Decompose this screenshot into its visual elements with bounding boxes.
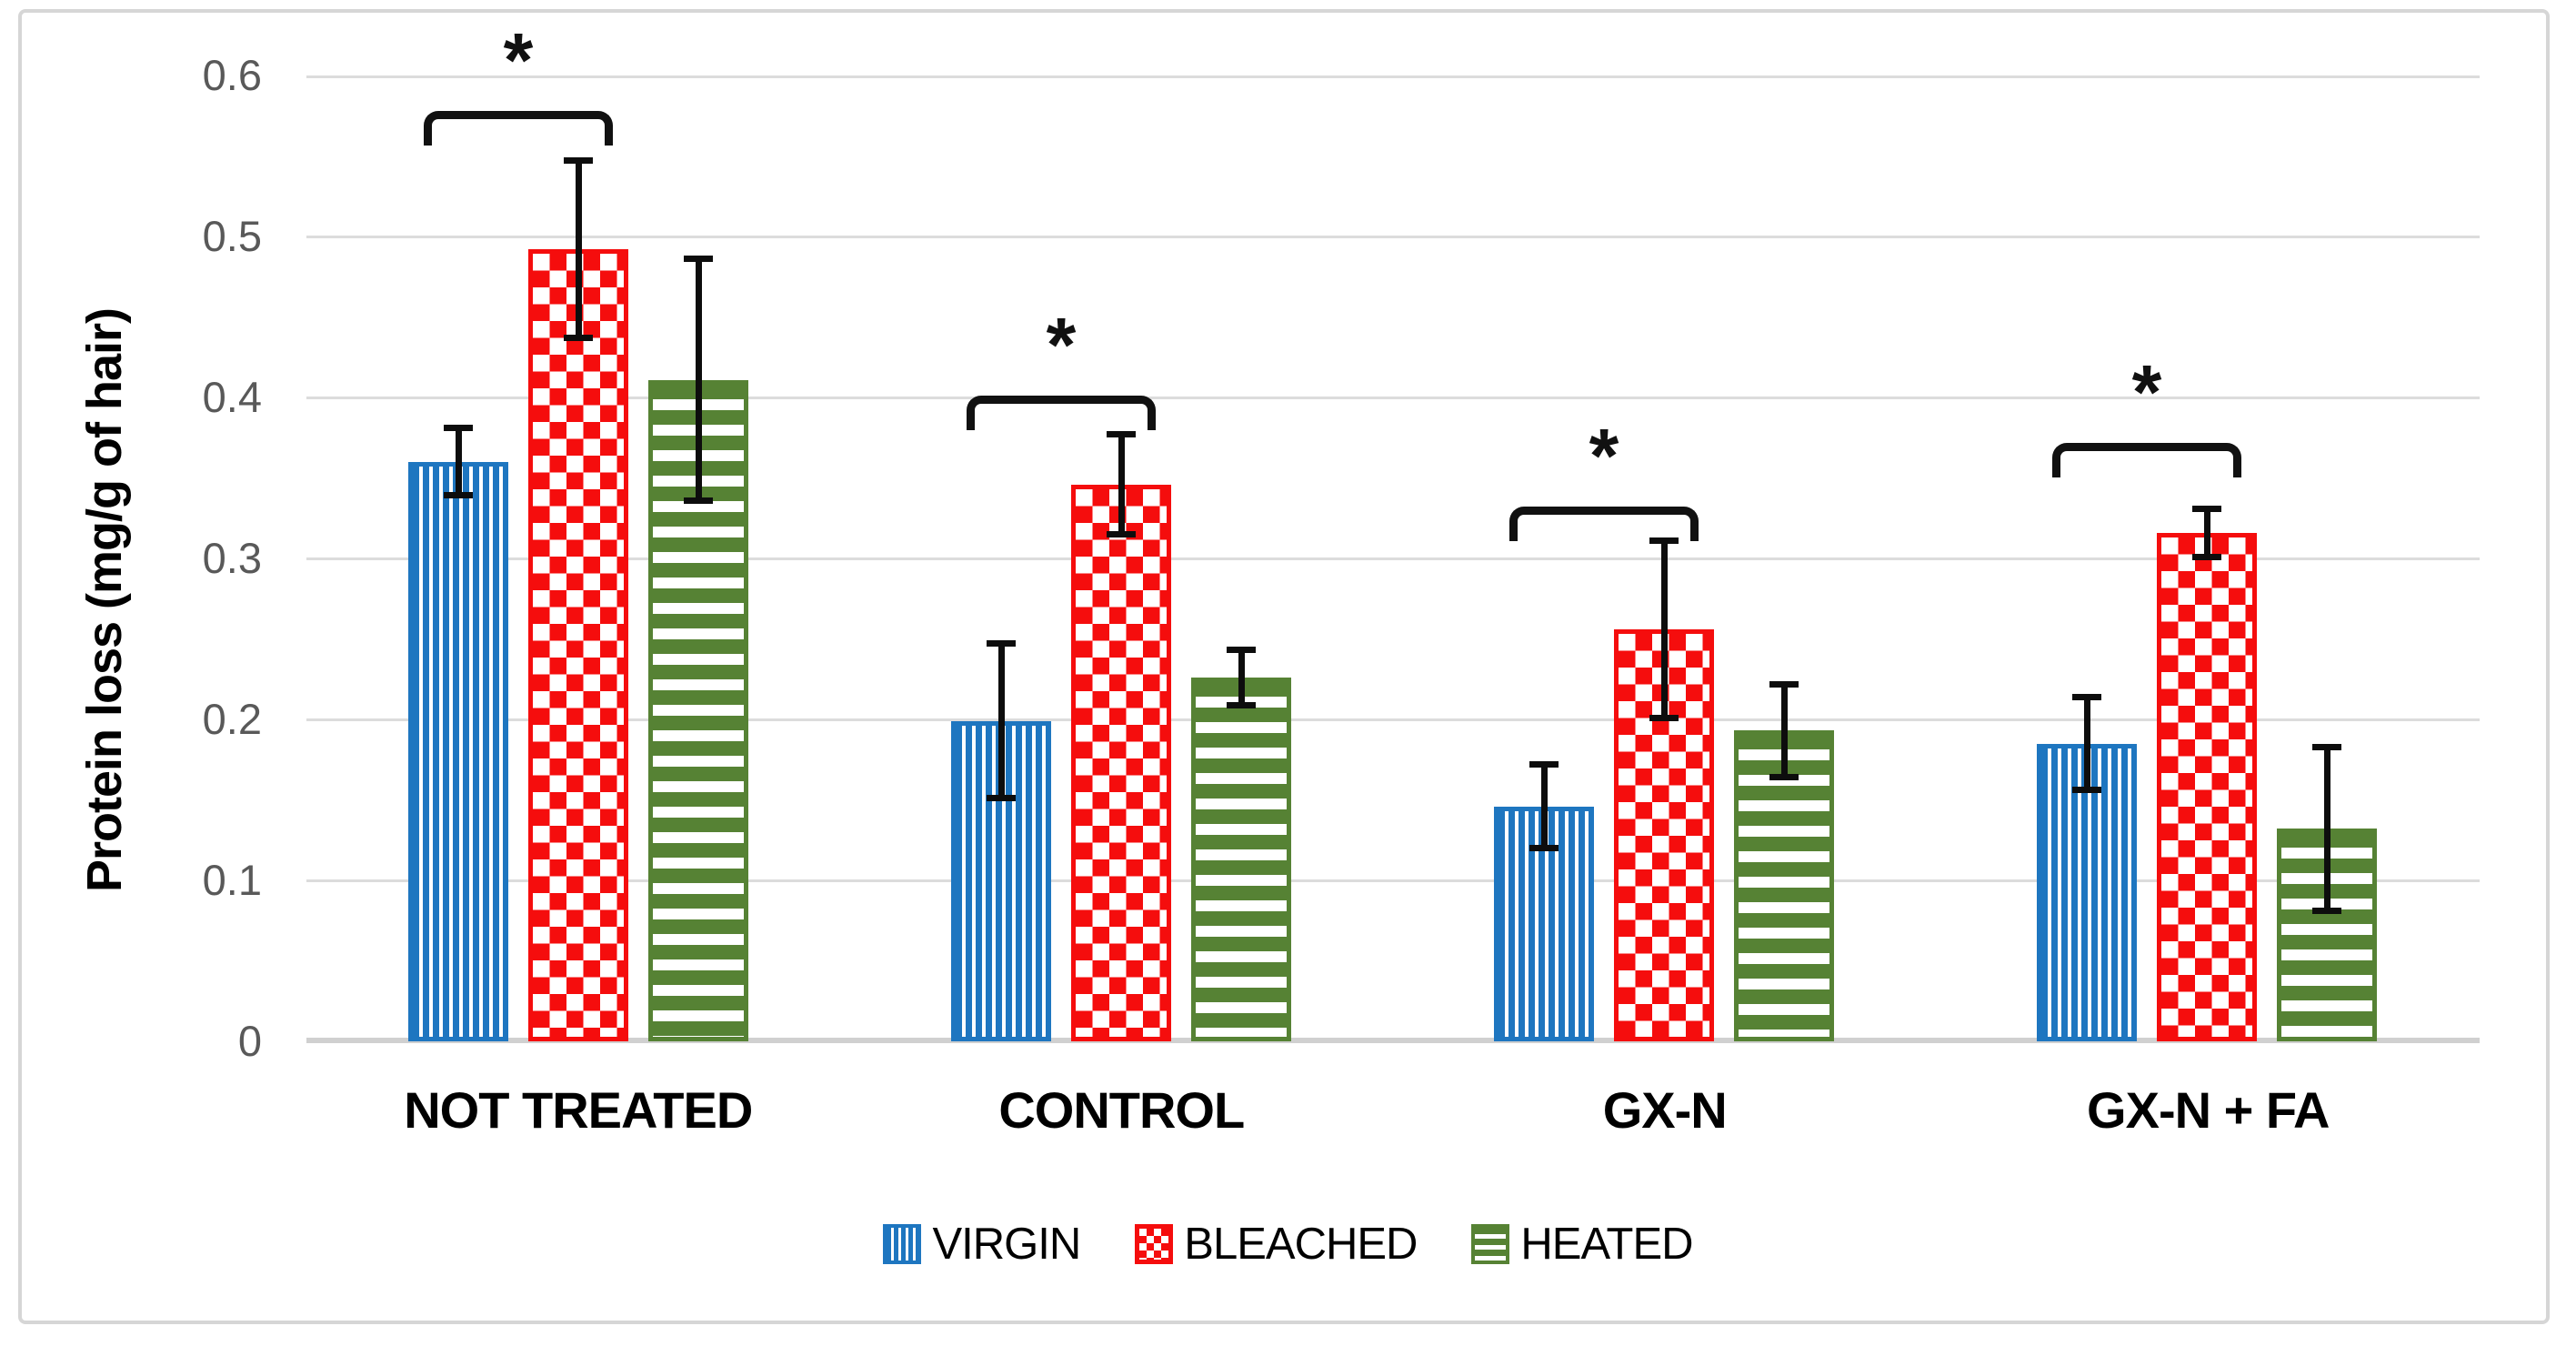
gridline <box>306 397 2480 399</box>
legend-item-heated: HEATED <box>1471 1219 1694 1270</box>
y-tick-label: 0.2 <box>202 695 262 743</box>
error-bar <box>1227 647 1256 708</box>
error-bar <box>1649 537 1679 721</box>
bar-slot <box>408 75 508 1041</box>
gridline <box>306 75 2480 78</box>
bar-group-control: * <box>849 75 1392 1041</box>
error-bar <box>564 157 593 342</box>
category-label-not-treated: NOT TREATED <box>404 1081 753 1139</box>
significance-bracket <box>2052 442 2241 477</box>
bar-bleached <box>2157 532 2257 1041</box>
bar-slot <box>951 75 1051 1041</box>
gridline <box>306 879 2480 882</box>
heated-swatch-icon <box>1471 1224 1510 1264</box>
category-label-gx-n: GX-N <box>1602 1081 1728 1139</box>
error-bar <box>684 256 713 504</box>
bar-bleached <box>1614 628 1714 1041</box>
error-bar <box>2072 693 2101 794</box>
bar-heated <box>1734 730 1834 1041</box>
significance-asterisk: * <box>2131 348 2162 435</box>
gridline <box>306 236 2480 238</box>
bar-heated <box>1191 678 1291 1041</box>
x-axis-baseline <box>306 1038 2480 1043</box>
legend-item-virgin: VIRGIN <box>883 1219 1081 1270</box>
y-tick-label: 0 <box>237 1017 262 1065</box>
error-bar <box>2312 743 2341 915</box>
bar-slot <box>1734 75 1834 1041</box>
error-bar <box>444 425 473 499</box>
legend-label-virgin: VIRGIN <box>932 1220 1081 1269</box>
y-tick-label: 0.5 <box>202 212 262 260</box>
bar-slot <box>2037 75 2137 1041</box>
y-tick-label: 0.4 <box>202 373 262 421</box>
bleached-swatch-icon <box>1135 1224 1174 1264</box>
bar-bleached <box>1071 484 1171 1041</box>
virgin-swatch-icon <box>883 1224 922 1264</box>
error-bar <box>1529 761 1559 852</box>
bar-bleached <box>528 249 628 1041</box>
error-bar <box>1107 431 1136 537</box>
bar-virgin <box>951 720 1051 1041</box>
category-label-control: CONTROL <box>998 1081 1245 1139</box>
bar-slot <box>2157 75 2257 1041</box>
bar-slot <box>1071 75 1171 1041</box>
legend-item-bleached: BLEACHED <box>1135 1219 1418 1270</box>
error-bar <box>987 640 1016 802</box>
error-bar <box>2192 505 2221 560</box>
bar-slot <box>1494 75 1594 1041</box>
plot-area: * * <box>306 22 2480 1043</box>
bar-slot <box>2277 75 2377 1041</box>
significance-bracket <box>424 110 613 146</box>
legend-label-bleached: BLEACHED <box>1184 1220 1418 1269</box>
bar-virgin <box>2037 743 2137 1041</box>
y-tick-label: 0.1 <box>202 856 262 904</box>
gridline <box>306 718 2480 721</box>
gridline <box>306 557 2480 560</box>
bar-group-not-treated: * <box>306 22 849 1041</box>
error-bar <box>1769 680 1799 781</box>
bar-virgin <box>408 461 508 1041</box>
bar-slot <box>648 75 748 1041</box>
bar-slot <box>528 75 628 1041</box>
chart-frame <box>18 9 2550 1324</box>
y-tick-label: 0.6 <box>202 51 262 99</box>
significance-asterisk: * <box>1046 302 1077 388</box>
significance-asterisk: * <box>503 16 534 103</box>
bar-group-gx-n: * <box>1392 75 1935 1041</box>
y-tick-label: 0.3 <box>202 534 262 582</box>
x-axis-category-labels: NOT TREATED CONTROL GX-N GX-N + FA <box>306 1082 2480 1139</box>
significance-asterisk: * <box>1589 413 1619 499</box>
bar-group-gx-n-fa: * <box>1935 75 2478 1041</box>
significance-bracket <box>967 396 1156 431</box>
bar-slot <box>1191 75 1291 1041</box>
category-label-gx-n-fa: GX-N + FA <box>2087 1081 2330 1139</box>
significance-bracket <box>1509 507 1699 542</box>
legend: VIRGIN BLEACHED HEATED <box>0 1219 2576 1270</box>
bar-slot <box>1614 75 1714 1041</box>
legend-label-heated: HEATED <box>1520 1220 1693 1269</box>
